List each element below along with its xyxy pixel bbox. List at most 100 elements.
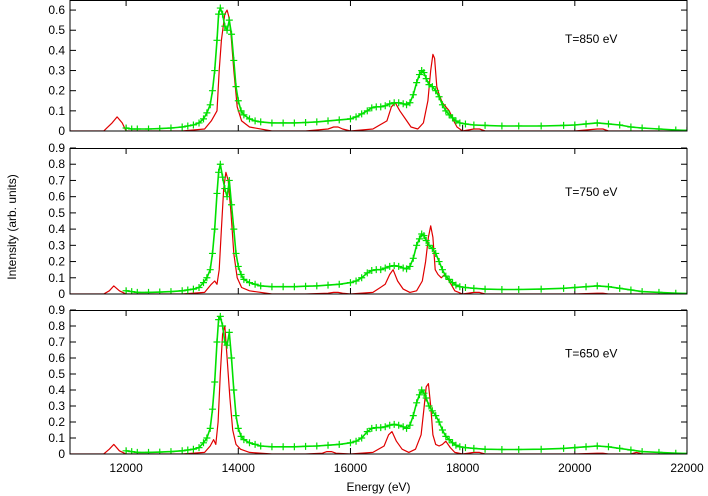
green-series-marker [257,118,265,126]
green-series-marker [216,160,224,168]
red-series-line [70,9,687,131]
green-series-marker [122,287,130,294]
green-series-marker [390,262,398,270]
green-series-marker [313,442,321,450]
green-series-marker [216,4,224,12]
green-series-marker [221,185,229,193]
green-series-marker [403,424,411,432]
green-series-marker [498,122,506,130]
green-series-marker [409,91,417,99]
y-tick-label: 0.8 [48,157,65,171]
green-series-marker [346,279,354,287]
green-series-marker [498,285,506,293]
green-series-marker [223,193,231,201]
green-series-marker [435,258,443,266]
green-series-marker [203,434,211,442]
series-group [70,4,687,131]
green-series-marker [415,71,423,79]
green-series-marker [203,274,211,282]
green-series-marker [432,249,440,257]
green-series-marker [571,444,579,452]
green-series-marker [368,424,376,432]
green-series-marker [156,288,164,294]
x-tick-label: 18000 [446,461,480,475]
green-series-marker [225,176,233,184]
green-series-marker [211,67,219,75]
green-series-marker [456,283,464,291]
green-series-line [125,163,687,294]
y-tick-label: 0.2 [48,84,65,98]
green-series-marker [481,445,489,453]
green-series-marker [228,354,236,362]
green-series-marker [178,123,186,131]
green-series-marker [184,446,192,454]
green-series-marker [582,120,590,128]
green-series-marker [189,445,197,453]
green-series-marker [368,104,376,112]
green-series-marker [377,103,385,111]
green-series-marker [672,126,680,131]
series-group [70,312,687,454]
green-series-marker [425,402,433,410]
y-tick-label: 0.7 [48,335,65,349]
green-series-marker [199,115,207,123]
green-series-marker [290,443,298,451]
green-series-marker [420,389,428,397]
green-series-marker [245,115,253,123]
green-series-marker [213,338,221,346]
green-series-marker [189,121,197,129]
x-tick-label: 22000 [670,461,704,475]
green-series-marker [290,119,298,127]
green-series-marker [228,201,236,209]
green-series-marker [428,83,436,91]
green-series-marker [237,271,245,279]
green-series-marker [206,424,214,432]
green-series-marker [234,97,242,105]
green-series-marker [537,285,545,293]
green-series-marker [219,322,227,330]
green-series-marker [481,121,489,129]
green-series-marker [428,407,436,415]
green-series-marker [432,87,440,95]
green-series-marker [189,285,197,293]
green-series-marker [627,286,635,294]
y-tick-label: 0.1 [48,271,65,285]
green-series-marker [399,100,407,108]
panel-1: 0 0.1 0.2 0.3 0.4 0.5 0.6 T=850 eV [48,0,688,138]
green-series-marker [346,115,354,123]
y-tick-label: 0.1 [48,104,65,118]
y-tick-label: 0.4 [48,383,65,397]
green-series-marker [251,440,259,448]
green-series-marker [363,269,371,277]
green-series-marker [208,249,216,257]
green-series-marker [240,436,248,444]
green-series-marker [324,441,332,449]
green-series-marker [358,434,366,442]
green-series-marker [616,444,624,452]
green-series-marker [178,447,186,454]
green-series-marker [352,113,360,121]
green-series-marker [386,262,394,270]
y-tick-label: 0.7 [48,173,65,187]
green-series-marker [251,117,259,125]
panel-2: 0 0.1 0.2 0.3 0.4 0.5 0.6 0.7 0.8 0.9 T=750 eV [48,141,688,301]
green-series-marker [415,235,423,243]
green-series-marker [221,22,229,30]
green-series-marker [655,288,663,294]
green-series-marker [593,282,601,290]
green-series-marker [234,424,242,432]
green-series-marker [122,124,130,131]
green-series-marker [381,264,389,272]
green-series-marker [432,412,440,420]
green-series-marker [178,287,186,294]
green-series-marker [225,16,233,24]
green-series-marker [302,442,310,450]
green-series-marker [406,262,414,270]
green-series-marker [219,173,227,181]
green-series-marker [335,116,343,124]
green-series-marker [627,123,635,131]
x-axis-title: Energy (eV) [346,480,410,494]
green-series-marker [560,284,568,292]
green-series-marker [377,266,385,274]
green-series-marker [234,262,242,270]
